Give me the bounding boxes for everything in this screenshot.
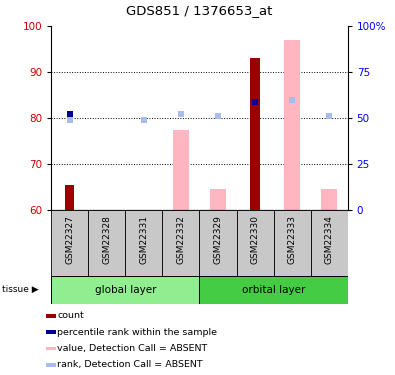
FancyBboxPatch shape — [199, 276, 348, 304]
FancyBboxPatch shape — [51, 210, 88, 276]
FancyBboxPatch shape — [162, 210, 199, 276]
Bar — [173, 130, 189, 210]
Text: GSM22327: GSM22327 — [65, 215, 74, 264]
Text: GSM22332: GSM22332 — [177, 215, 186, 264]
Bar — [284, 40, 300, 210]
Text: GSM22331: GSM22331 — [139, 215, 149, 264]
Text: GSM22329: GSM22329 — [213, 215, 222, 264]
FancyBboxPatch shape — [88, 210, 126, 276]
Text: GSM22330: GSM22330 — [250, 215, 260, 264]
Text: rank, Detection Call = ABSENT: rank, Detection Call = ABSENT — [57, 360, 203, 369]
FancyBboxPatch shape — [51, 276, 199, 304]
Bar — [47, 363, 56, 367]
FancyBboxPatch shape — [199, 210, 237, 276]
FancyBboxPatch shape — [126, 210, 162, 276]
Text: GSM22333: GSM22333 — [288, 215, 297, 264]
Bar — [321, 189, 337, 210]
Bar — [47, 330, 56, 334]
Bar — [47, 314, 56, 318]
Bar — [65, 185, 74, 210]
FancyBboxPatch shape — [237, 210, 274, 276]
Text: GSM22334: GSM22334 — [325, 215, 334, 264]
Bar — [210, 189, 226, 210]
Text: global layer: global layer — [95, 285, 156, 295]
Text: GDS851 / 1376653_at: GDS851 / 1376653_at — [126, 4, 273, 17]
FancyBboxPatch shape — [310, 210, 348, 276]
FancyBboxPatch shape — [274, 210, 310, 276]
Text: tissue ▶: tissue ▶ — [2, 285, 39, 294]
Text: GSM22328: GSM22328 — [102, 215, 111, 264]
Bar — [250, 58, 260, 210]
Text: count: count — [57, 311, 84, 320]
Text: value, Detection Call = ABSENT: value, Detection Call = ABSENT — [57, 344, 208, 353]
Text: percentile rank within the sample: percentile rank within the sample — [57, 328, 217, 337]
Text: orbital layer: orbital layer — [242, 285, 305, 295]
Bar — [47, 347, 56, 350]
